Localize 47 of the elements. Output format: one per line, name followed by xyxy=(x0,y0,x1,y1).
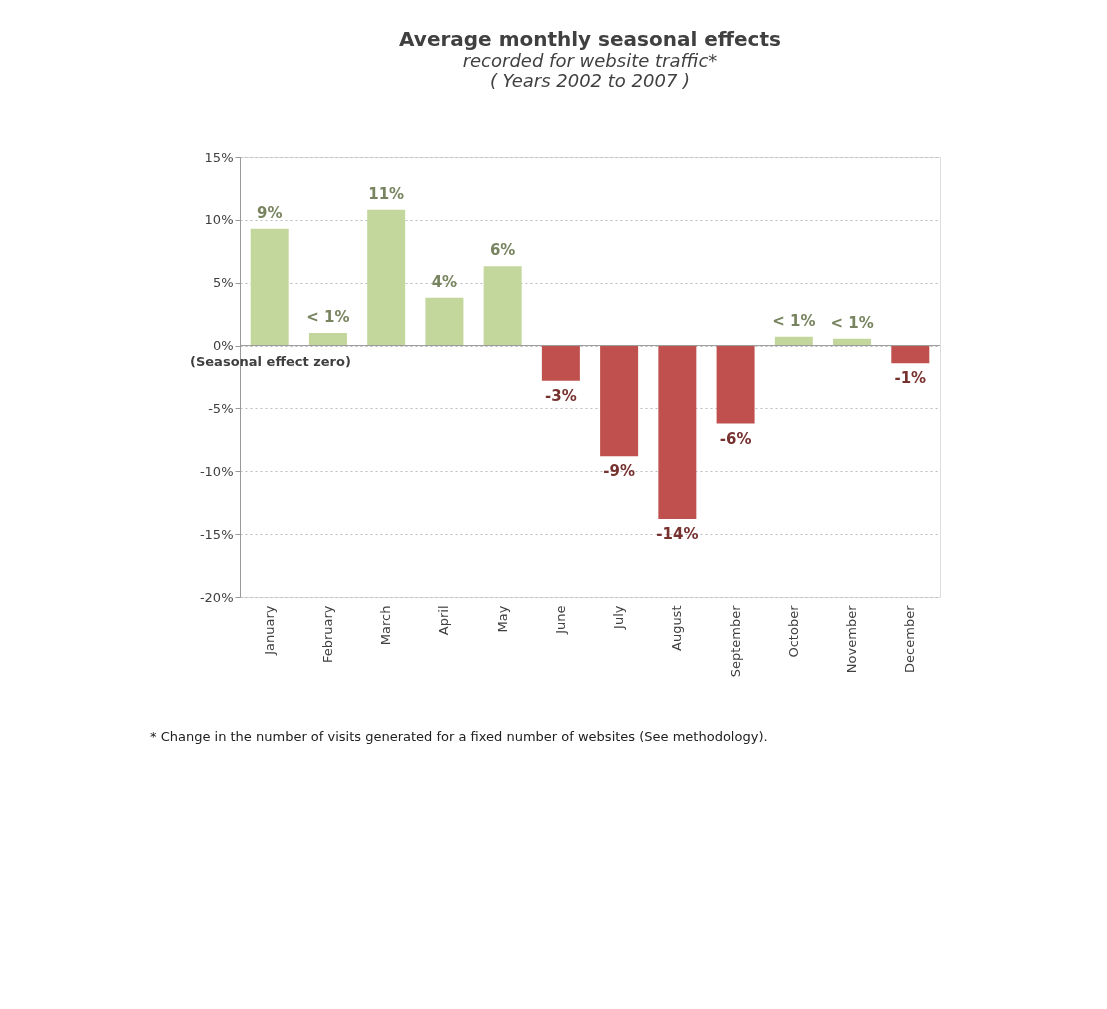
bar xyxy=(600,345,639,457)
bar xyxy=(658,345,697,520)
bar xyxy=(541,345,580,381)
text: * Change in the number of visits generated for a fixed number of websites (See methodology). xyxy=(150,729,768,744)
bar xyxy=(308,333,347,346)
y-tick-label: 15% xyxy=(204,149,234,165)
x-tick-label: May xyxy=(494,605,510,633)
y-tick-label: 10% xyxy=(204,212,234,228)
data-label: < 1% xyxy=(830,313,874,332)
y-tick-label: -20% xyxy=(199,589,234,605)
x-tick-label: August xyxy=(669,605,685,651)
bar xyxy=(367,209,406,346)
x-tick-label: December xyxy=(902,604,918,673)
data-label: -1% xyxy=(894,369,927,388)
bar xyxy=(425,297,464,346)
bar xyxy=(483,266,522,346)
data-label: 9% xyxy=(256,203,283,222)
annotation: (Seasonal effect zero) xyxy=(190,353,351,369)
bar xyxy=(250,228,289,346)
data-label: 11% xyxy=(368,184,405,203)
data-label: -3% xyxy=(545,386,577,405)
chart-subtitle: recorded for website traffic* ( Years 2002 to 2007 ) xyxy=(462,50,718,91)
bar xyxy=(891,345,930,364)
x-tick-label: April xyxy=(436,605,452,636)
data-label: -6% xyxy=(719,429,752,448)
bar xyxy=(716,345,755,424)
bar xyxy=(774,336,813,346)
data-label: 4% xyxy=(431,272,458,291)
x-tick-label: October xyxy=(785,604,801,658)
x-tick-label: March xyxy=(378,605,394,646)
y-tick-label: -5% xyxy=(208,400,234,416)
x-tick-label: September xyxy=(727,604,743,678)
y-tick-label: 0% xyxy=(212,338,234,354)
y-tick-label: -10% xyxy=(199,463,234,479)
data-label: -14% xyxy=(656,525,699,544)
chart-title: Average monthly seasonal effects xyxy=(399,27,781,51)
y-tick-label: 5% xyxy=(212,275,234,291)
data-label: < 1% xyxy=(772,311,816,330)
x-tick-label: June xyxy=(552,605,568,635)
x-tick-label: July xyxy=(611,605,627,630)
data-label: 6% xyxy=(489,241,516,260)
data-label: < 1% xyxy=(306,308,350,326)
y-tick-label: -15% xyxy=(199,526,234,542)
data-label: -9% xyxy=(603,462,635,481)
x-tick-label: January xyxy=(261,605,277,656)
x-tick-label: November xyxy=(844,604,860,674)
x-tick-label: February xyxy=(319,605,335,664)
